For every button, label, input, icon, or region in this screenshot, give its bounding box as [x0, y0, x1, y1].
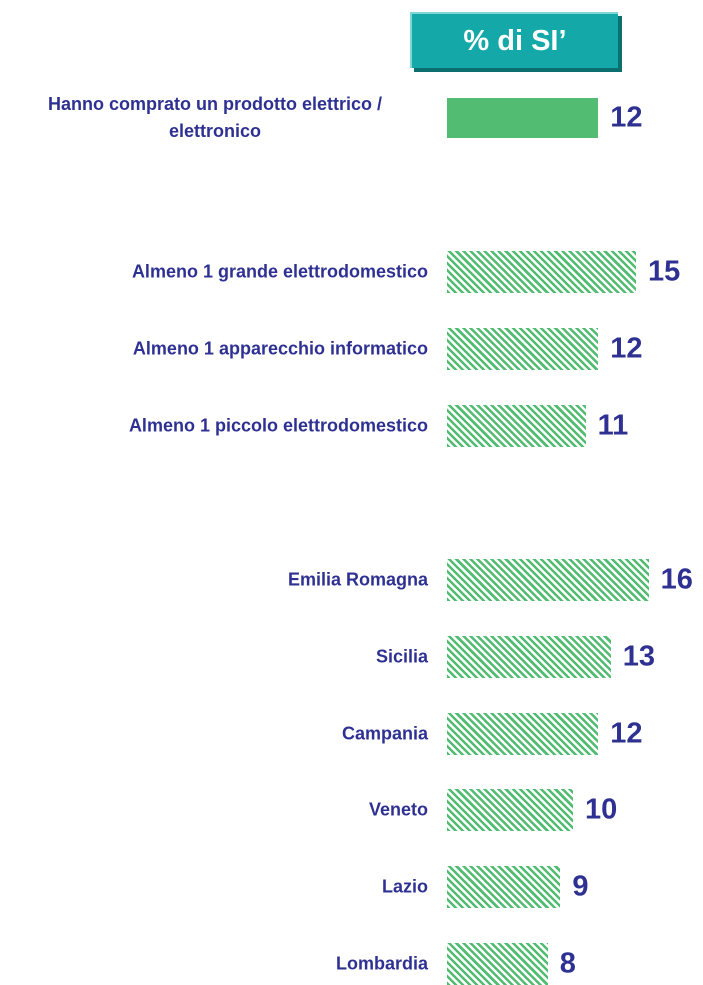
- value-label: 11: [597, 409, 629, 442]
- bar: [447, 328, 599, 370]
- category-label: Lazio: [381, 876, 428, 897]
- category-label: Emilia Romagna: [287, 569, 428, 590]
- value-label: 15: [648, 255, 681, 288]
- bar: [447, 98, 599, 138]
- value-label: 16: [660, 563, 693, 596]
- category-label: Veneto: [368, 799, 428, 820]
- bar: [447, 559, 649, 601]
- bar: [447, 636, 611, 678]
- bar: [447, 251, 636, 293]
- value-label: 12: [610, 332, 643, 365]
- bar: [447, 789, 573, 831]
- value-label: 10: [585, 793, 618, 826]
- value-label: 9: [572, 870, 589, 903]
- chart-title: % di SI’: [410, 12, 618, 68]
- category-label: Campania: [341, 723, 428, 744]
- value-label: 12: [610, 717, 643, 750]
- bar: [447, 943, 548, 985]
- bar: [447, 713, 599, 755]
- value-label: 8: [559, 947, 576, 980]
- category-label: Hanno comprato un prodotto elettrico / e…: [48, 94, 382, 141]
- category-label: Almeno 1 grande elettrodomestico: [131, 261, 428, 282]
- category-label: Lombardia: [335, 953, 428, 974]
- bar: [447, 405, 586, 447]
- value-label: 13: [622, 640, 656, 673]
- value-label: 12: [610, 101, 643, 134]
- category-label: Sicilia: [375, 646, 428, 667]
- category-label: Almeno 1 apparecchio informatico: [132, 338, 428, 359]
- bar: [447, 866, 561, 908]
- category-label: Almeno 1 piccolo elettrodomestico: [128, 415, 428, 436]
